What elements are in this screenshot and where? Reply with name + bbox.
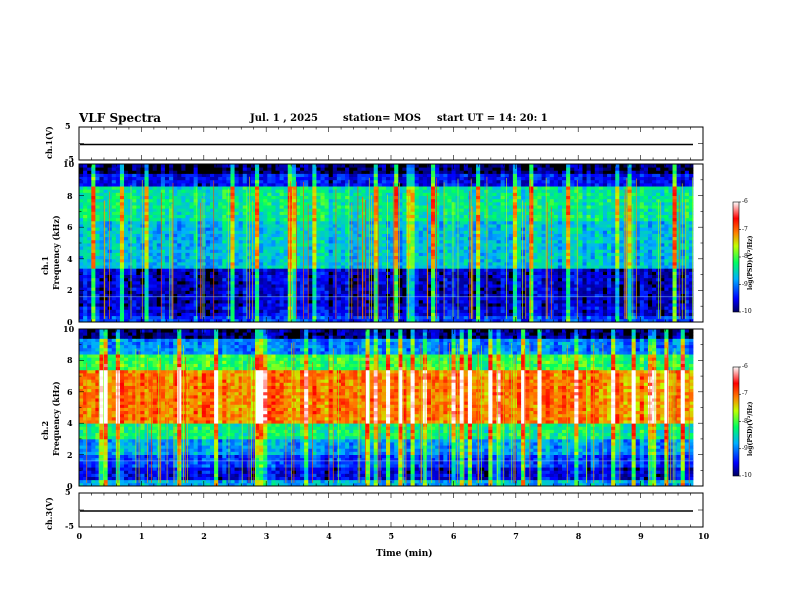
ch2-colorbar-label: log(PSD)(V²/Hz) xyxy=(747,401,754,456)
frequency-tick-label: 6 xyxy=(67,386,73,397)
colorbar-tick-label: -10 xyxy=(742,308,752,315)
colorbar-tick-label: -6 xyxy=(742,198,748,205)
time-tick-label: 2 xyxy=(201,531,207,541)
time-tick-label: 6 xyxy=(450,531,457,541)
voltage-tick-label: 5 xyxy=(65,487,71,497)
voltage-tick-label: 5 xyxy=(65,121,71,131)
colorbar-tick-label: -9 xyxy=(742,280,748,288)
x-axis-label: Time (min) xyxy=(376,549,433,559)
frequency-tick-label: 0 xyxy=(67,317,73,327)
colorbar-ch1 xyxy=(732,201,740,313)
colorbar-ch2 xyxy=(732,366,740,477)
colorbar-tick-label: -8 xyxy=(742,417,748,425)
station-label: station= MOS xyxy=(343,113,421,124)
voltage-tick-label: -5 xyxy=(65,521,74,531)
frequency-tick-label: 2 xyxy=(67,449,73,460)
time-tick-label: 8 xyxy=(575,531,582,541)
time-tick-label: 0 xyxy=(76,531,83,541)
time-tick-label: 10 xyxy=(698,531,710,541)
start-time-label: start UT = 14: 20: 1 xyxy=(437,113,548,124)
ch1-spectrogram-ylabel-1: ch.1 xyxy=(40,255,50,275)
spectrogram-cells-ch1 xyxy=(79,164,694,323)
spectrogram-cells-ch2 xyxy=(79,329,694,487)
frequency-tick-label: 10 xyxy=(63,159,75,169)
colorbar-tick-label: -7 xyxy=(742,390,748,398)
chart-title: VLF Spectra xyxy=(79,111,162,125)
frequency-tick-label: 6 xyxy=(67,222,73,233)
frequency-tick-label: 8 xyxy=(67,190,73,201)
frequency-tick-label: 4 xyxy=(67,253,73,264)
colorbar-tick-label: -8 xyxy=(742,253,748,260)
frequency-tick-label: 2 xyxy=(67,285,73,296)
time-tick-label: 9 xyxy=(638,531,644,541)
time-tick-label: 3 xyxy=(263,531,270,541)
colorbar-tick-label: -7 xyxy=(742,225,748,233)
frequency-tick-label: 4 xyxy=(67,418,73,429)
date-label: Jul. 1 , 2025 xyxy=(250,113,318,124)
frequency-tick-label: 8 xyxy=(67,355,73,366)
voltage-tick-label: -5 xyxy=(65,154,74,164)
sferic-streaks-ch1 xyxy=(103,176,694,319)
ch1-spectrogram-ylabel-2: Frequency (kHz) xyxy=(51,215,61,290)
ch1-colorbar-label: log(PSD)(V²/Hz) xyxy=(747,235,754,290)
time-tick-label: 5 xyxy=(388,531,395,541)
ch3-voltage-ylabel: ch.3(V) xyxy=(44,497,54,530)
time-tick-label: 1 xyxy=(138,531,145,541)
colorbar-tick-label: -6 xyxy=(742,363,748,370)
time-tick-label: 7 xyxy=(513,531,519,541)
colorbar-tick-label: -10 xyxy=(742,472,752,479)
colorbar-tick-label: -9 xyxy=(742,444,748,452)
ch2-spectrogram-ylabel-1: ch.2 xyxy=(40,420,50,440)
panel-frame xyxy=(78,492,704,528)
frequency-tick-label: 0 xyxy=(67,481,73,491)
frequency-tick-label: 10 xyxy=(63,324,75,334)
time-tick-label: 4 xyxy=(326,531,332,541)
ch1-voltage-ylabel: ch.1(V) xyxy=(44,126,54,159)
ch2-spectrogram-ylabel-2: Frequency (kHz) xyxy=(51,381,61,456)
